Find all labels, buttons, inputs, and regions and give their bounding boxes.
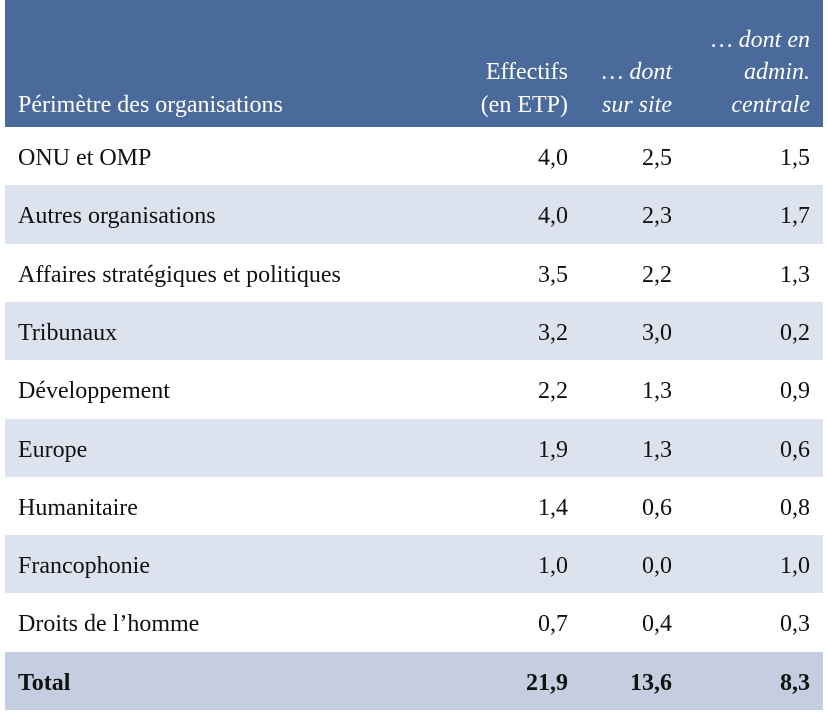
- number-cell: 0,6: [642, 494, 672, 521]
- total-number: 8,3: [780, 669, 810, 696]
- number-cell: 2,2: [642, 261, 672, 288]
- row-band: [5, 301, 823, 361]
- number-cell: 1,3: [642, 378, 672, 405]
- header-cell: … dont en: [711, 27, 810, 53]
- row-band: [5, 418, 823, 477]
- number-cell: 0,2: [780, 319, 810, 346]
- number-cell: 1,3: [780, 261, 810, 288]
- total-band: [5, 651, 823, 710]
- number-cell: 2,2: [538, 378, 568, 405]
- number-cell: 3,0: [642, 319, 672, 346]
- number-cell: 4,0: [538, 203, 568, 230]
- header-band: [5, 0, 823, 127]
- header-cell: sur site: [601, 92, 672, 118]
- header-cell: admin.: [744, 59, 810, 85]
- number-cell: 1,4: [538, 494, 568, 521]
- number-cell: 0,9: [780, 378, 810, 405]
- header-cell: Effectifs: [485, 59, 568, 85]
- header-cell: centrale: [731, 92, 810, 118]
- number-cell: 1,0: [538, 553, 568, 580]
- label-cell: Développement: [18, 378, 170, 405]
- number-cell: 3,5: [538, 261, 568, 288]
- total-number: 13,6: [630, 669, 672, 696]
- label-cell: Tribunaux: [18, 319, 118, 346]
- number-cell: 2,3: [642, 203, 672, 230]
- label-cell: Francophonie: [18, 553, 150, 580]
- number-cell: 0,6: [780, 436, 810, 463]
- label-cell: Affaires stratégiques et politiques: [18, 261, 341, 288]
- number-cell: 1,3: [642, 436, 672, 463]
- total-label: Total: [18, 669, 71, 696]
- number-cell: 1,5: [780, 145, 810, 171]
- label-cell: Droits de l’homme: [18, 611, 200, 638]
- number-cell: 0,0: [642, 553, 672, 580]
- total-number: 21,9: [526, 669, 568, 696]
- row-band: [5, 476, 823, 536]
- number-cell: 3,2: [538, 319, 568, 346]
- row-band: [5, 593, 823, 652]
- number-cell: 2,5: [642, 145, 672, 171]
- header-cell: … dont: [601, 59, 672, 85]
- row-band: [5, 535, 823, 594]
- label-cell: Autres organisations: [18, 203, 216, 230]
- row-band: [5, 243, 823, 302]
- label-cell: Europe: [18, 436, 88, 463]
- header-cell: (en ETP): [480, 92, 568, 118]
- number-cell: 1,0: [780, 553, 810, 580]
- number-cell: 4,0: [538, 145, 568, 171]
- label-cell: ONU et OMP: [18, 145, 152, 171]
- header-cell: Périmètre des organisations: [18, 92, 283, 118]
- row-band: [5, 360, 823, 419]
- number-cell: 0,8: [780, 494, 810, 521]
- number-cell: 0,7: [538, 611, 568, 638]
- row-band: [5, 127, 823, 186]
- number-cell: 0,3: [780, 611, 810, 638]
- number-cell: 0,4: [642, 611, 672, 638]
- table: Périmètre des organisations Effectifs (en …: [5, 0, 823, 711]
- number-cell: 1,9: [538, 436, 568, 463]
- number-cell: 1,7: [780, 203, 810, 230]
- label-cell: Humanitaire: [18, 494, 138, 521]
- row-band: [5, 185, 823, 244]
